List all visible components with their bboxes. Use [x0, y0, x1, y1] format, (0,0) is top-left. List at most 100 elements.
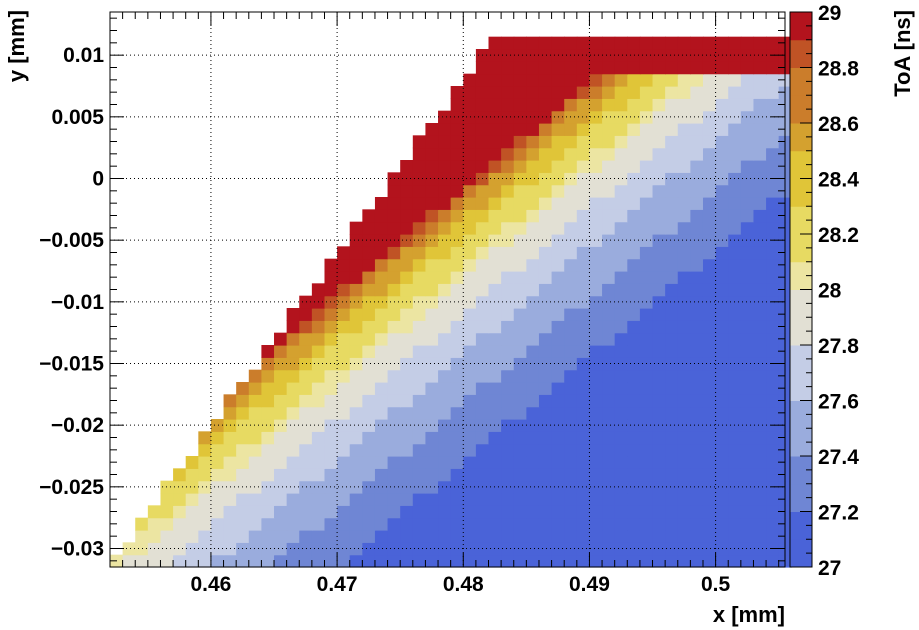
- heatmap-cell: [450, 246, 464, 260]
- heatmap-cell: [677, 160, 691, 173]
- heatmap-cell: [513, 295, 527, 309]
- colorbar-band: [790, 67, 812, 96]
- heatmap-cell: [639, 36, 654, 50]
- heatmap-cell: [412, 431, 427, 445]
- heatmap-cell: [526, 382, 540, 395]
- heatmap-cell: [740, 345, 755, 358]
- y-tick-label: −0.01: [51, 291, 104, 314]
- heatmap-cell: [374, 221, 389, 235]
- heatmap-cell: [374, 505, 389, 519]
- heatmap-cell: [438, 221, 452, 235]
- heatmap-cell: [425, 209, 439, 223]
- heatmap-cell: [702, 345, 717, 358]
- heatmap-cell: [488, 197, 502, 210]
- heatmap-cell: [274, 357, 288, 371]
- heatmap-cell: [589, 493, 603, 506]
- heatmap-cell: [185, 530, 199, 543]
- heatmap-cell: [551, 530, 565, 543]
- heatmap-cell: [538, 394, 553, 408]
- heatmap-cell: [362, 382, 376, 395]
- heatmap-cell: [337, 517, 351, 531]
- heatmap-cell: [526, 209, 540, 223]
- heatmap-cell: [690, 443, 704, 457]
- heatmap-cell: [715, 246, 729, 260]
- heatmap-cell: [450, 542, 464, 556]
- heatmap-cell: [337, 542, 351, 556]
- heatmap-cell: [538, 184, 553, 198]
- heatmap-cell: [740, 234, 755, 247]
- heatmap-cell: [450, 209, 464, 223]
- heatmap-cell: [425, 357, 439, 371]
- heatmap-cell: [538, 283, 553, 297]
- heatmap-cell: [702, 98, 717, 112]
- heatmap-cell: [665, 394, 679, 408]
- heatmap-cell: [702, 480, 717, 494]
- heatmap-cell: [463, 73, 477, 87]
- heatmap-cell: [501, 456, 515, 469]
- heatmap-cell: [602, 147, 616, 161]
- heatmap-cell: [299, 419, 313, 432]
- heatmap-cell: [160, 542, 174, 556]
- heatmap-cell: [185, 480, 199, 494]
- heatmap-cell: [639, 505, 654, 519]
- heatmap-cell: [677, 431, 691, 445]
- heatmap-cell: [564, 73, 578, 87]
- heatmap-cell: [450, 431, 464, 445]
- heatmap-cell: [576, 431, 591, 445]
- heatmap-cell: [488, 468, 502, 482]
- heatmap-cell: [349, 258, 363, 272]
- heatmap-cell: [589, 160, 603, 173]
- heatmap-cell: [538, 98, 553, 112]
- heatmap-cell: [160, 517, 174, 531]
- heatmap-cell: [425, 554, 439, 568]
- heatmap-cell: [526, 443, 540, 457]
- heatmap-cell: [665, 320, 679, 334]
- heatmap-cell: [425, 147, 439, 161]
- heatmap-cell: [337, 505, 351, 519]
- heatmap-cell: [425, 394, 439, 408]
- heatmap-cell: [488, 530, 502, 543]
- heatmap-cell: [740, 61, 755, 75]
- heatmap-cell: [690, 283, 704, 297]
- heatmap-cell: [627, 456, 641, 469]
- heatmap-cell: [236, 406, 250, 420]
- heatmap-cell: [438, 530, 452, 543]
- heatmap-cell: [475, 209, 490, 223]
- heatmap-cell: [702, 209, 717, 223]
- heatmap-cell: [538, 369, 553, 383]
- heatmap-cell: [286, 308, 300, 321]
- heatmap-cell: [652, 209, 666, 223]
- heatmap-cell: [400, 160, 414, 173]
- heatmap-cell: [412, 382, 427, 395]
- heatmap-cell: [463, 406, 477, 420]
- heatmap-cell: [728, 246, 742, 260]
- heatmap-cell: [652, 443, 666, 457]
- colorbar-band: [790, 317, 812, 346]
- heatmap-cell: [501, 369, 515, 383]
- heatmap-cell: [538, 135, 553, 149]
- heatmap-cell: [627, 36, 641, 50]
- heatmap-cell: [614, 394, 628, 408]
- heatmap-cell: [766, 345, 780, 358]
- heatmap-cell: [665, 542, 679, 556]
- heatmap-cell: [463, 517, 477, 531]
- heatmap-cell: [337, 357, 351, 371]
- heatmap-cell: [715, 271, 729, 284]
- heatmap-cell: [513, 147, 527, 161]
- heatmap-cell: [677, 197, 691, 210]
- heatmap-cell: [236, 530, 250, 543]
- heatmap-cell: [412, 505, 427, 519]
- heatmap-cell: [248, 505, 263, 519]
- heatmap-cell: [715, 332, 729, 346]
- heatmap-cell: [488, 419, 502, 432]
- heatmap-cell: [501, 86, 515, 99]
- heatmap-cell: [349, 480, 363, 494]
- heatmap-cell: [740, 172, 755, 186]
- heatmap-cell: [677, 394, 691, 408]
- heatmap-cell: [526, 530, 540, 543]
- heatmap-cell: [223, 517, 237, 531]
- heatmap-cell: [740, 456, 755, 469]
- heatmap-cell: [564, 468, 578, 482]
- heatmap-cell: [274, 505, 288, 519]
